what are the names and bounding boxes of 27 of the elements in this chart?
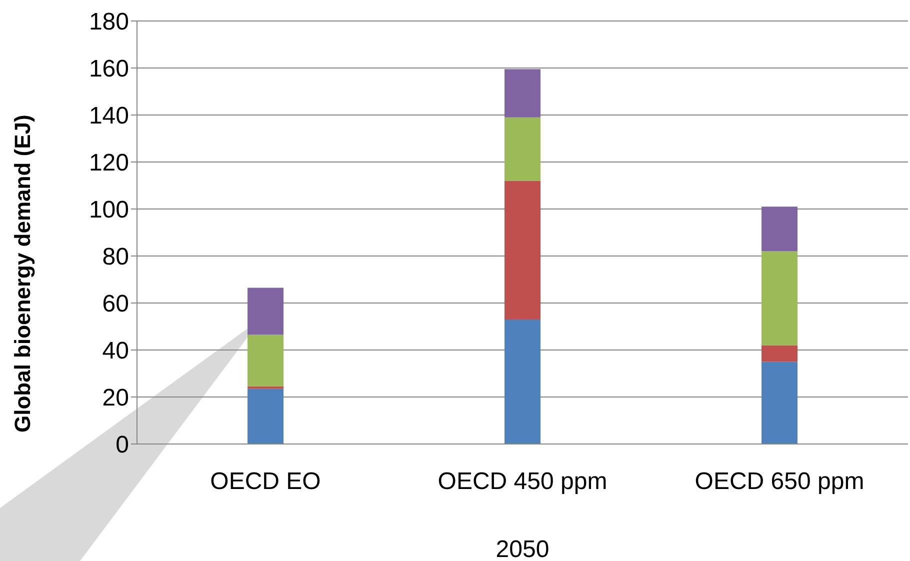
bar xyxy=(762,345,798,362)
bar xyxy=(504,319,541,444)
y-tick-label: 120 xyxy=(88,150,129,177)
x-tick-label: OECD 650 ppm xyxy=(694,468,864,496)
y-axis-title: Global bioenergy demand (EJ) xyxy=(10,114,35,432)
bar xyxy=(504,69,541,118)
y-tick-label: 100 xyxy=(88,196,129,224)
x-tick-label: OECD 450 ppm xyxy=(438,468,608,496)
y-tick-label: 180 xyxy=(88,8,129,36)
y-tick-label: 60 xyxy=(102,290,129,318)
y-tick-label: 140 xyxy=(88,102,129,130)
bar xyxy=(248,334,284,386)
y-tick-label: 20 xyxy=(102,384,129,412)
x-tick-label: OECD EO xyxy=(210,468,321,496)
bar xyxy=(762,251,798,346)
y-tick-label: 0 xyxy=(116,432,129,459)
bar xyxy=(504,180,541,320)
y-tick-label: 40 xyxy=(102,338,129,365)
bar xyxy=(248,386,284,389)
bar xyxy=(762,206,798,252)
x-axis-title: 2050 xyxy=(496,536,550,561)
y-tick-label: 160 xyxy=(88,56,129,83)
bar xyxy=(248,388,284,444)
bar xyxy=(248,288,284,335)
y-tick-label: 80 xyxy=(102,244,129,271)
bar xyxy=(504,117,541,181)
bar xyxy=(762,362,798,444)
